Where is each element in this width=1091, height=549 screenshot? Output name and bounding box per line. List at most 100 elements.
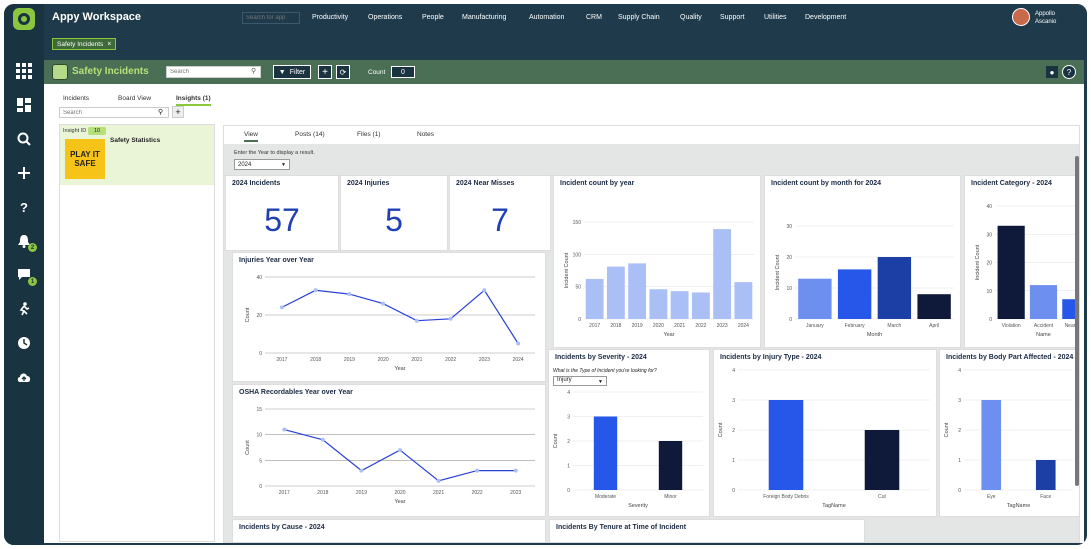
- x-tick-label: 2021: [411, 357, 422, 363]
- x-tick-label: 2018: [310, 357, 321, 363]
- incident-type-select[interactable]: Injury ▼: [553, 376, 607, 386]
- main-content: Safety Incidents ⚲ ▼Filter + ⟳ Count 0 ●…: [44, 60, 1084, 543]
- open-tab-safety-incidents[interactable]: Safety Incidents ×: [52, 38, 117, 50]
- nav-productivity[interactable]: Productivity: [312, 14, 349, 21]
- x-tick-label: 2019: [356, 490, 367, 496]
- x-tick-label: Accident: [1034, 323, 1054, 329]
- y-tick-label: 2: [567, 439, 570, 445]
- dashboard-icon[interactable]: [14, 95, 34, 115]
- cloud-upload-icon[interactable]: [14, 367, 34, 387]
- nav-people[interactable]: People: [422, 14, 444, 21]
- y-axis-label: Count: [718, 422, 724, 437]
- y-tick-label: 20: [986, 261, 992, 267]
- y-tick-label: 100: [573, 252, 582, 258]
- search-icon[interactable]: ⚲: [158, 109, 164, 116]
- app-search-input[interactable]: [242, 12, 300, 24]
- tab-board-view[interactable]: Board View: [118, 95, 152, 102]
- help-icon[interactable]: ?: [1062, 65, 1076, 79]
- add-icon[interactable]: [14, 163, 34, 183]
- tab-incidents[interactable]: Incidents: [63, 95, 90, 102]
- module-search-input[interactable]: [166, 66, 261, 78]
- chart-title: Incidents by Body Part Affected - 2024: [946, 354, 1074, 361]
- add-record-button[interactable]: +: [318, 65, 332, 79]
- bar: [670, 291, 689, 319]
- x-tick-label: April: [929, 323, 939, 329]
- x-axis-label: Year: [394, 366, 405, 372]
- chart-title: Incident Category - 2024: [971, 180, 1052, 187]
- nav-support[interactable]: Support: [720, 14, 745, 21]
- tab-insights[interactable]: Insights (1): [176, 95, 211, 106]
- chart-title: Incidents by Injury Type - 2024: [720, 354, 822, 361]
- y-tick-label: 1: [732, 458, 735, 464]
- y-tick-label: 15: [256, 407, 262, 413]
- scrollbar[interactable]: [1075, 156, 1079, 486]
- tab-files[interactable]: Files (1): [357, 131, 381, 138]
- year-select[interactable]: 2024 ▼: [234, 159, 290, 170]
- app-logo-icon[interactable]: [13, 8, 35, 30]
- search-icon[interactable]: ⚲: [251, 68, 257, 75]
- severity-prompt: What is the Type of Incident you're look…: [553, 368, 657, 374]
- data-point: [279, 305, 284, 310]
- chat-icon[interactable]: 1: [14, 265, 37, 286]
- add-insight-button[interactable]: +: [172, 106, 184, 118]
- x-tick-label: 2021: [674, 323, 685, 329]
- nav-automation[interactable]: Automation: [529, 14, 565, 21]
- tab-view[interactable]: View: [244, 131, 258, 142]
- y-tick-label: 0: [259, 351, 262, 357]
- help-icon[interactable]: ?: [20, 199, 28, 215]
- nav-quality[interactable]: Quality: [680, 14, 702, 21]
- data-point: [313, 288, 318, 293]
- bar: [691, 292, 710, 319]
- tab-posts[interactable]: Posts (14): [295, 131, 325, 138]
- clock-icon[interactable]: [14, 333, 34, 353]
- x-tick-label: 2019: [632, 323, 643, 329]
- chart-injuries-yoy: Injuries Year over Year 0 20 40 2017 2018 2019…: [232, 252, 546, 382]
- y-tick-label: 4: [958, 368, 961, 374]
- close-icon[interactable]: ×: [107, 40, 112, 48]
- user-name[interactable]: Appollo Ascanio: [1035, 11, 1057, 25]
- nav-development[interactable]: Development: [805, 14, 847, 21]
- x-tick-label: Cut: [878, 494, 886, 500]
- data-point: [516, 341, 521, 346]
- search-icon[interactable]: [14, 129, 34, 149]
- module-toolbar: Safety Incidents ⚲ ▼Filter + ⟳ Count 0 ●…: [44, 60, 1084, 84]
- running-person-icon[interactable]: [14, 299, 34, 319]
- chart-by-body-part: Incidents by Body Part Affected - 2024 0 1…: [939, 349, 1080, 517]
- chart-by-severity: Incidents by Severity - 2024 What is the…: [548, 349, 710, 517]
- x-tick-label: 2017: [279, 490, 290, 496]
- x-tick-label: January: [806, 323, 824, 329]
- filter-button[interactable]: ▼ Filter: [273, 65, 311, 79]
- y-tick-label: 3: [958, 398, 961, 404]
- x-tick-label: 2019: [344, 357, 355, 363]
- tab-notes[interactable]: Notes: [417, 131, 434, 138]
- data-point: [320, 437, 325, 442]
- data-point: [282, 427, 287, 432]
- data-point: [482, 288, 487, 293]
- chart-title: Incident count by month for 2024: [771, 180, 882, 187]
- nav-operations[interactable]: Operations: [368, 14, 403, 21]
- y-tick-label: 4: [567, 390, 570, 396]
- nav-manufacturing[interactable]: Manufacturing: [462, 14, 507, 21]
- list-search-input[interactable]: [59, 107, 169, 118]
- list-item[interactable]: Insight ID 10 PLAY IT SAFE Safety Statis…: [60, 125, 214, 185]
- y-tick-label: 10: [256, 433, 262, 439]
- bell-icon[interactable]: 2: [14, 231, 37, 252]
- nav-utilities[interactable]: Utilities: [764, 14, 787, 21]
- series-line: [284, 428, 516, 482]
- kpi-near-misses: 2024 Near Misses 7: [449, 175, 551, 251]
- chart-title: Incident count by year: [560, 180, 635, 187]
- x-tick-label: 2020: [394, 490, 405, 496]
- safety-module-icon: [52, 64, 68, 80]
- x-tick-label: 2018: [317, 490, 328, 496]
- apps-grid-icon[interactable]: [14, 61, 34, 81]
- user-icon[interactable]: ●: [1046, 66, 1058, 78]
- kpi-injuries-value: 5: [385, 202, 403, 238]
- chart-title: OSHA Recordables Year over Year: [239, 389, 353, 396]
- x-tick-label: Near Miss: [1065, 323, 1080, 329]
- data-point: [475, 468, 480, 473]
- refresh-button[interactable]: ⟳: [336, 65, 350, 79]
- avatar[interactable]: [1012, 8, 1030, 26]
- nav-crm[interactable]: CRM: [586, 14, 602, 21]
- nav-supply-chain[interactable]: Supply Chain: [618, 14, 660, 21]
- x-tick-label: 2022: [472, 490, 483, 496]
